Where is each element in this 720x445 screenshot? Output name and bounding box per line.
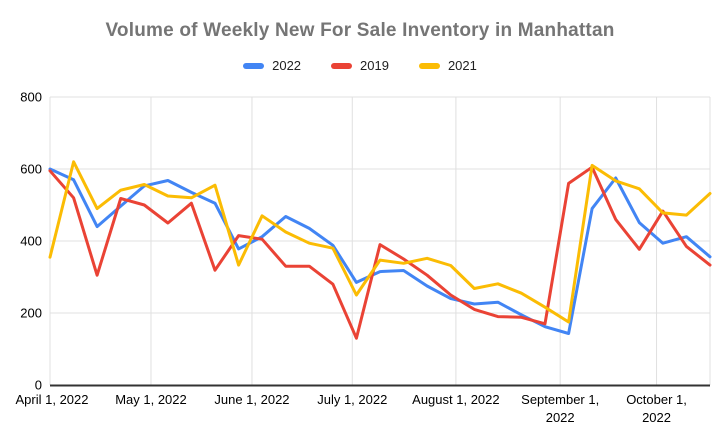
x-axis-tick-label-line2: 2022 xyxy=(642,410,671,425)
y-axis-tick-label: 400 xyxy=(20,234,42,249)
x-axis-tick-label: September 1, xyxy=(521,392,599,407)
series-line-2022 xyxy=(48,167,712,335)
legend-label-2019: 2019 xyxy=(360,58,389,73)
legend-swatch-2019 xyxy=(331,62,353,69)
legend-label-2021: 2021 xyxy=(447,58,477,73)
legend-swatch-2021 xyxy=(418,62,440,69)
y-axis-tick-label: 600 xyxy=(20,162,42,177)
y-axis-tick-label: 0 xyxy=(35,378,42,393)
x-axis-tick-label-line2: 2022 xyxy=(546,410,575,425)
legend-item-2022: 2022 xyxy=(243,58,301,73)
chart-title: Volume of Weekly New For Sale Inventory … xyxy=(105,20,615,41)
x-axis-tick-label: June 1, 2022 xyxy=(214,392,289,407)
series-line-2021 xyxy=(48,160,712,324)
y-axis-tick-label: 200 xyxy=(20,306,42,321)
x-axis-tick-label: October 1, xyxy=(626,392,687,407)
x-axis-tick-label: April 1, 2022 xyxy=(16,392,89,407)
legend-swatch-2022 xyxy=(243,62,265,69)
y-axis-tick-label: 800 xyxy=(20,90,42,105)
legend-item-2021: 2021 xyxy=(418,58,477,73)
legend-item-2019: 2019 xyxy=(331,58,389,73)
legend-label-2022: 2022 xyxy=(272,58,302,73)
chart-legend: 2022 2019 2021 xyxy=(0,58,720,73)
x-axis-tick-label: July 1, 2022 xyxy=(317,392,387,407)
x-axis-tick-label: May 1, 2022 xyxy=(115,392,187,407)
x-axis-tick-label: August 1, 2022 xyxy=(412,392,499,407)
series-line-2019 xyxy=(48,165,712,340)
